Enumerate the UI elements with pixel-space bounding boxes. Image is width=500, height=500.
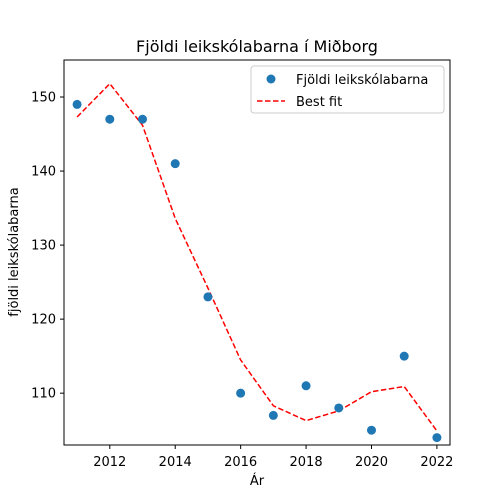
x-tick-label: 2022	[420, 455, 453, 470]
x-tick-label: 2018	[290, 455, 323, 470]
data-point	[399, 351, 409, 361]
legend-label-scatter: Fjöldi leikskólabarna	[296, 73, 428, 88]
y-tick-label: 140	[31, 165, 56, 180]
data-point	[170, 159, 180, 169]
data-point	[334, 403, 344, 413]
data-point	[366, 425, 376, 435]
y-tick-label: 110	[31, 387, 56, 402]
fit-line-layer	[76, 82, 438, 432]
scatter-points-layer	[72, 99, 442, 443]
data-point	[301, 381, 311, 391]
y-axis-title: fjöldi leikskólabarna	[7, 187, 22, 316]
data-point	[203, 292, 213, 302]
legend: Fjöldi leikskólabarna Best fit	[250, 65, 445, 114]
data-point	[72, 99, 82, 109]
data-point	[236, 388, 246, 398]
y-tick-label: 120	[31, 313, 56, 328]
best-fit-line	[76, 82, 438, 432]
data-point	[268, 410, 278, 420]
y-tick-label: 150	[31, 91, 56, 106]
plot-area	[63, 59, 451, 446]
data-point	[105, 114, 115, 124]
chart-title: Fjöldi leikskólabarna í Miðborg	[136, 37, 378, 56]
legend-scatter-marker	[266, 74, 276, 84]
y-tick-label: 130	[31, 239, 56, 254]
data-point	[138, 114, 148, 124]
legend-label-fit: Best fit	[296, 95, 342, 110]
x-axis: 2012 2014 2016 2018 2020 2022	[93, 445, 453, 470]
x-tick-label: 2014	[159, 455, 192, 470]
legend-box	[250, 65, 445, 114]
y-axis: 110 120 130 140 150	[31, 91, 64, 402]
x-tick-label: 2020	[355, 455, 388, 470]
x-tick-label: 2012	[93, 455, 126, 470]
x-axis-title: Ár	[250, 473, 265, 489]
data-point	[432, 433, 442, 443]
x-tick-label: 2016	[224, 455, 257, 470]
